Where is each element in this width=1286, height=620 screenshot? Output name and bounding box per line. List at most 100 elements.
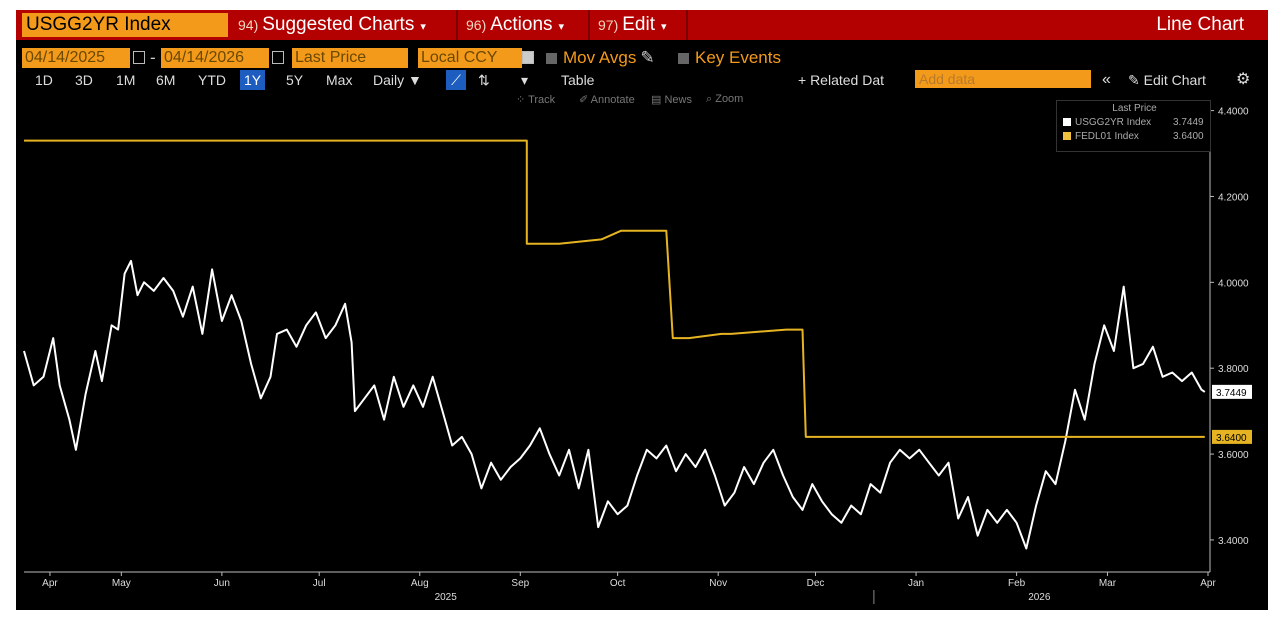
y-tick-label: 4.2000 <box>1218 192 1249 203</box>
key-events-toggle[interactable]: Key Events <box>678 48 781 68</box>
x-tick-label: Jun <box>214 578 230 589</box>
y-tick-label: 4.0000 <box>1218 278 1249 289</box>
key-events-label: Key Events <box>695 48 781 67</box>
date-dash: - <box>150 48 156 67</box>
x-tick-label: Jul <box>313 578 326 589</box>
frequency-select[interactable]: Daily ▼ <box>373 70 422 90</box>
x-tick-label: Apr <box>1200 578 1216 589</box>
news-tool[interactable]: ▤ News <box>651 93 692 106</box>
checkbox-icon <box>678 53 689 65</box>
zoom-tool[interactable]: ⌕ Zoom <box>706 93 743 106</box>
pencil-icon: ✎ <box>1128 72 1144 88</box>
price-field-select[interactable]: Last Price <box>292 48 408 68</box>
actions-label: Actions <box>490 14 553 35</box>
end-date-field[interactable]: 04/14/2026 <box>161 48 269 68</box>
x-tick-label: Jan <box>908 578 924 589</box>
calendar-icon[interactable] <box>133 51 145 64</box>
pencil-icon: ✎ <box>640 48 655 67</box>
related-data-button[interactable]: + Related Dat <box>798 72 884 88</box>
series-line-usgg2yr[interactable] <box>23 259 1206 550</box>
period-5y[interactable]: 5Y <box>286 72 304 88</box>
series-line-fedl01[interactable] <box>24 139 1205 438</box>
mov-avgs-label: Mov Avgs <box>563 48 637 67</box>
title-divider <box>588 10 590 40</box>
period-1y[interactable]: 1Y <box>240 70 266 90</box>
x-tick-label: Dec <box>807 578 825 589</box>
start-date-field[interactable]: 04/14/2025 <box>22 48 130 68</box>
period-3d[interactable]: 3D <box>75 72 93 88</box>
annotate-label: Annotate <box>590 94 635 106</box>
x-tick-label: Apr <box>42 578 58 589</box>
collapse-button[interactable]: « <box>1102 71 1111 88</box>
annotate-tool[interactable]: ✐ Annotate <box>579 93 635 106</box>
ticker-field[interactable]: USGG2YR Index <box>22 13 228 37</box>
dropdown-arrow-icon: ▾ <box>558 21 565 33</box>
zoom-icon: ⌕ <box>706 93 716 105</box>
x-tick-label: Oct <box>610 578 626 589</box>
period-1d[interactable]: 1D <box>35 72 53 88</box>
legend-swatch <box>1063 118 1071 127</box>
last-value-tag <box>1212 429 1252 444</box>
gear-icon[interactable]: ⚙ <box>1236 71 1251 88</box>
legend-item-fedl01: FEDL01 Index 3.6400 <box>1063 131 1204 143</box>
zoom-label: Zoom <box>715 93 744 105</box>
x-year-label: 2026 <box>1028 592 1051 603</box>
legend-value: 3.7449 <box>1173 117 1204 128</box>
news-icon: ▤ <box>651 94 665 106</box>
legend-name: FEDL01 Index <box>1075 131 1139 142</box>
edit-chart-button[interactable]: ✎ Edit Chart <box>1128 70 1206 90</box>
line-chart[interactable]: 3.4000 3.6000 3.8000 4.0000 4.2000 4.4000 Apr M… <box>16 10 1268 610</box>
last-value-label: 3.6400 <box>1216 433 1247 444</box>
edit-chart-label: Edit Chart <box>1143 72 1206 88</box>
track-tool[interactable]: ⁘ Track <box>516 93 555 106</box>
edit-menu[interactable]: 97) Edit ▾ <box>598 13 667 37</box>
table-button[interactable]: Table <box>561 72 595 88</box>
x-tick-label: Feb <box>1008 578 1026 589</box>
x-tick-label: May <box>112 578 131 589</box>
period-ytd[interactable]: YTD <box>198 72 226 88</box>
period-max[interactable]: Max <box>326 72 353 88</box>
last-value-label: 3.7449 <box>1216 388 1247 399</box>
add-data-input[interactable]: Add data <box>915 70 1091 88</box>
y-tick-label: 4.4000 <box>1218 107 1249 118</box>
dropdown-arrow-icon[interactable]: ▾ <box>521 72 529 88</box>
sort-icon[interactable]: ⇅ <box>478 72 490 88</box>
x-year-label: 2025 <box>435 592 458 603</box>
title-bar: USGG2YR Index 94) Suggested Charts ▾ 96) Ac… <box>16 10 1268 40</box>
legend-value: 3.6400 <box>1173 131 1204 142</box>
x-tick-label: Nov <box>709 578 727 589</box>
x-tick-label: Aug <box>411 578 429 589</box>
edit-label: Edit <box>622 14 655 35</box>
suggested-charts-number: 94) <box>238 17 259 33</box>
dropdown-arrow-icon: ▾ <box>420 21 426 33</box>
actions-menu[interactable]: 96) Actions ▾ <box>466 13 564 37</box>
legend-name: USGG2YR Index <box>1075 117 1152 128</box>
title-divider <box>686 10 688 40</box>
currency-select[interactable]: Local CCY <box>418 48 522 68</box>
line-chart-icon[interactable]: ⟋ <box>446 70 466 90</box>
calendar-icon[interactable] <box>272 51 284 64</box>
legend-swatch <box>1063 132 1071 141</box>
legend-item-usgg2yr: USGG2YR Index 3.7449 <box>1063 117 1204 129</box>
x-tick-label: Mar <box>1099 578 1117 589</box>
legend-header: Last Price <box>1112 103 1157 114</box>
suggested-charts-menu[interactable]: 94) Suggested Charts ▾ <box>238 13 426 37</box>
chart-window: USGG2YR Index 94) Suggested Charts ▾ 96) Ac… <box>16 10 1268 610</box>
mov-avgs-toggle[interactable]: Mov Avgs ✎ <box>546 48 655 68</box>
y-tick-label: 3.8000 <box>1218 364 1249 375</box>
crosshair-icon: ⁘ <box>516 94 529 106</box>
x-tick-label: Sep <box>511 578 529 589</box>
period-6m[interactable]: 6M <box>156 72 176 88</box>
suggested-charts-label: Suggested Charts <box>262 14 415 35</box>
frequency-label: Daily <box>373 72 405 88</box>
y-tick-label: 3.4000 <box>1218 536 1249 547</box>
actions-number: 96) <box>466 17 487 33</box>
dropdown-arrow-icon: ▼ <box>408 72 422 88</box>
annotate-icon: ✐ <box>579 94 591 106</box>
legend: Last Price USGG2YR Index 3.7449 FEDL01 In… <box>1056 100 1211 152</box>
edit-number: 97) <box>598 17 619 33</box>
currency-dropdown-icon[interactable] <box>522 51 534 64</box>
period-1m[interactable]: 1M <box>116 72 136 88</box>
chart-type-label: Line Chart <box>1156 14 1244 35</box>
news-label: News <box>664 94 692 106</box>
